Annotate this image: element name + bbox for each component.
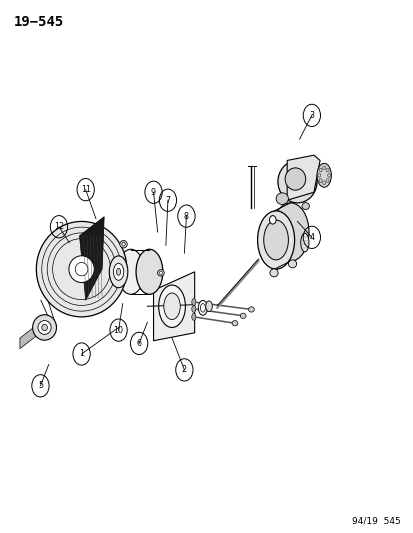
Ellipse shape (121, 243, 125, 246)
Polygon shape (287, 155, 319, 200)
Ellipse shape (301, 203, 309, 209)
Ellipse shape (136, 249, 162, 294)
Text: 11: 11 (81, 185, 90, 194)
Ellipse shape (205, 301, 212, 312)
Ellipse shape (75, 262, 88, 276)
Ellipse shape (38, 320, 51, 334)
Ellipse shape (113, 263, 123, 280)
Ellipse shape (316, 164, 330, 187)
Ellipse shape (119, 240, 127, 248)
Ellipse shape (269, 269, 278, 277)
Ellipse shape (33, 315, 56, 340)
Ellipse shape (191, 313, 195, 320)
Ellipse shape (318, 168, 321, 172)
Polygon shape (79, 216, 104, 300)
Ellipse shape (36, 221, 126, 317)
Ellipse shape (288, 260, 296, 268)
Text: 7: 7 (165, 196, 170, 205)
Ellipse shape (318, 179, 321, 182)
Text: 2: 2 (181, 366, 187, 374)
Ellipse shape (240, 313, 245, 318)
Text: 10: 10 (113, 326, 123, 335)
Ellipse shape (277, 160, 316, 203)
Ellipse shape (327, 173, 330, 177)
Polygon shape (20, 322, 40, 349)
Ellipse shape (42, 324, 47, 330)
Polygon shape (153, 272, 194, 341)
Ellipse shape (322, 181, 325, 184)
Text: 19−545: 19−545 (14, 14, 64, 29)
Ellipse shape (325, 168, 328, 172)
Ellipse shape (158, 285, 185, 327)
Text: 5: 5 (38, 381, 43, 390)
Ellipse shape (263, 220, 288, 260)
Ellipse shape (271, 203, 308, 261)
Ellipse shape (69, 256, 94, 282)
Ellipse shape (275, 193, 288, 205)
Ellipse shape (109, 256, 128, 288)
Ellipse shape (116, 268, 120, 275)
Text: 12: 12 (54, 222, 64, 231)
Ellipse shape (300, 233, 308, 252)
Ellipse shape (191, 298, 195, 305)
Text: 9: 9 (151, 188, 156, 197)
Ellipse shape (198, 301, 207, 316)
Ellipse shape (325, 179, 328, 182)
Ellipse shape (322, 166, 325, 169)
Ellipse shape (317, 173, 320, 177)
Ellipse shape (269, 216, 275, 224)
Text: 1: 1 (79, 350, 84, 359)
Ellipse shape (257, 211, 294, 269)
Ellipse shape (200, 304, 205, 312)
Ellipse shape (285, 168, 305, 190)
Text: 94/19  545: 94/19 545 (351, 516, 399, 525)
Text: 8: 8 (183, 212, 188, 221)
Ellipse shape (117, 249, 144, 294)
Text: 4: 4 (309, 233, 313, 242)
Ellipse shape (159, 271, 162, 274)
Text: 6: 6 (136, 339, 141, 348)
Ellipse shape (248, 307, 254, 312)
Ellipse shape (232, 320, 237, 326)
Ellipse shape (191, 305, 195, 312)
Ellipse shape (157, 270, 164, 276)
Text: 3: 3 (309, 111, 313, 120)
Ellipse shape (164, 293, 180, 319)
